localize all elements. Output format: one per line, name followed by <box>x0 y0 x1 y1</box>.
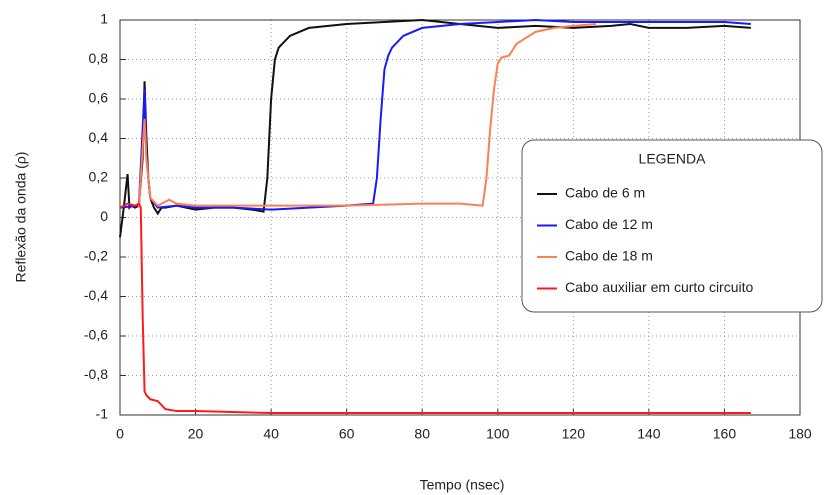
y-tick-label: -0,6 <box>84 327 108 343</box>
x-tick-label: 180 <box>788 426 812 442</box>
y-tick-label: -1 <box>96 406 109 422</box>
x-tick-label: 60 <box>339 426 355 442</box>
legend-box <box>521 139 823 313</box>
x-tick-label: 160 <box>713 426 737 442</box>
y-tick-label: 0,2 <box>89 169 109 185</box>
y-tick-label: 1 <box>100 11 108 27</box>
x-tick-label: 140 <box>637 426 661 442</box>
legend-title: LEGENDA <box>639 151 707 167</box>
y-tick-label: 0,4 <box>89 129 109 145</box>
data-line <box>137 22 597 208</box>
x-axis-title: Tempo (nsec) <box>420 477 505 493</box>
x-tick-label: 80 <box>414 426 430 442</box>
x-tick-label: 0 <box>116 426 124 442</box>
legend-label: Cabo de 18 m <box>565 248 653 264</box>
x-tick-label: 100 <box>486 426 510 442</box>
y-tick-label: -0,4 <box>84 287 108 303</box>
x-tick-label: 120 <box>562 426 586 442</box>
data-line <box>119 202 751 415</box>
legend-label: Cabo de 12 m <box>565 216 653 232</box>
x-tick-label: 40 <box>263 426 279 442</box>
y-tick-label: 0,6 <box>89 90 109 106</box>
y-tick-label: -0,8 <box>84 366 108 382</box>
y-axis-title: Reflexão da onda (ρ) <box>13 152 29 283</box>
y-tick-label: 0,8 <box>89 50 109 66</box>
legend-label: Cabo de 6 m <box>565 185 645 201</box>
legend-label: Cabo auxiliar em curto circuito <box>565 279 754 295</box>
x-tick-label: 20 <box>188 426 204 442</box>
y-tick-label: -0,2 <box>84 248 108 264</box>
y-tick-label: 0 <box>100 208 108 224</box>
